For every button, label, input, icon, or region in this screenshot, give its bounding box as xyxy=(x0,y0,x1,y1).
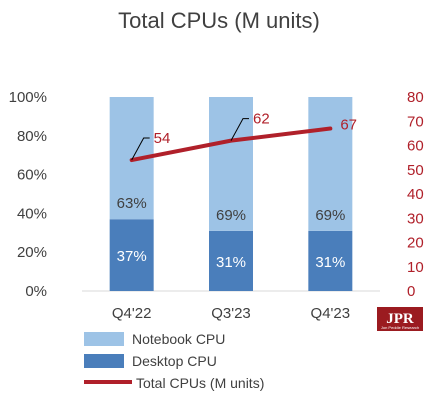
legend-swatch-desktop xyxy=(84,354,124,368)
logo-box xyxy=(377,307,423,331)
right-tick-label: 30 xyxy=(407,210,424,227)
left-tick-label: 0% xyxy=(25,283,47,300)
left-tick-label: 80% xyxy=(17,128,47,145)
logo-subtext: Jon Peddie Research xyxy=(381,325,419,330)
legend-label-total: Total CPUs (M units) xyxy=(136,375,264,391)
right-tick-label: 50 xyxy=(407,162,424,179)
legend-label-notebook: Notebook CPU xyxy=(132,331,225,347)
line-data-label: 67 xyxy=(340,117,357,134)
left-tick-label: 40% xyxy=(17,205,47,222)
bar-notebook xyxy=(209,97,253,231)
jpr-logo: JPR Jon Peddie Research xyxy=(377,307,423,331)
line-label-leader xyxy=(230,118,249,141)
chart-title: Total CPUs (M units) xyxy=(118,8,320,33)
bar-series-group: 37% 63% 31% 69% 31% 69% xyxy=(109,97,353,291)
line-data-label: 62 xyxy=(253,111,270,128)
legend: Notebook CPU Desktop CPU Total CPUs (M u… xyxy=(84,331,264,391)
right-tick-label: 60 xyxy=(407,138,424,155)
bar-label-desktop: 31% xyxy=(315,254,345,271)
bar-label-desktop: 31% xyxy=(216,254,246,271)
bar-label-notebook: 69% xyxy=(315,207,345,224)
right-axis: 0 10 20 30 40 50 60 70 80 xyxy=(407,89,424,300)
bar-notebook xyxy=(308,97,353,231)
bar-label-desktop: 37% xyxy=(117,248,147,265)
right-tick-label: 20 xyxy=(407,235,424,252)
category-labels: Q4'22 Q3'23 Q4'23 xyxy=(112,305,350,322)
bar-label-notebook: 63% xyxy=(117,195,147,212)
category-label: Q4'22 xyxy=(112,305,152,322)
bar-desktop xyxy=(209,230,253,291)
right-tick-label: 40 xyxy=(407,186,424,203)
bar-desktop xyxy=(109,219,154,291)
left-axis: 0% 20% 40% 60% 80% 100% xyxy=(9,89,47,300)
bar-label-notebook: 69% xyxy=(216,207,246,224)
right-tick-label: 0 xyxy=(407,283,415,300)
line-series-group: 54 62 67 xyxy=(129,111,357,163)
right-tick-label: 70 xyxy=(407,113,424,130)
left-tick-label: 60% xyxy=(17,167,47,184)
legend-label-desktop: Desktop CPU xyxy=(132,353,217,369)
line-data-label: 54 xyxy=(154,130,171,147)
category-label: Q4'23 xyxy=(311,305,351,322)
logo-text: JPR xyxy=(386,311,414,327)
left-tick-label: 20% xyxy=(17,244,47,261)
right-tick-label: 10 xyxy=(407,259,424,276)
right-tick-label: 80 xyxy=(407,89,424,106)
legend-swatch-notebook xyxy=(84,332,124,346)
left-tick-label: 100% xyxy=(9,89,47,106)
bar-desktop xyxy=(308,230,353,291)
category-label: Q3'23 xyxy=(211,305,251,322)
line-label-leader xyxy=(131,137,150,161)
